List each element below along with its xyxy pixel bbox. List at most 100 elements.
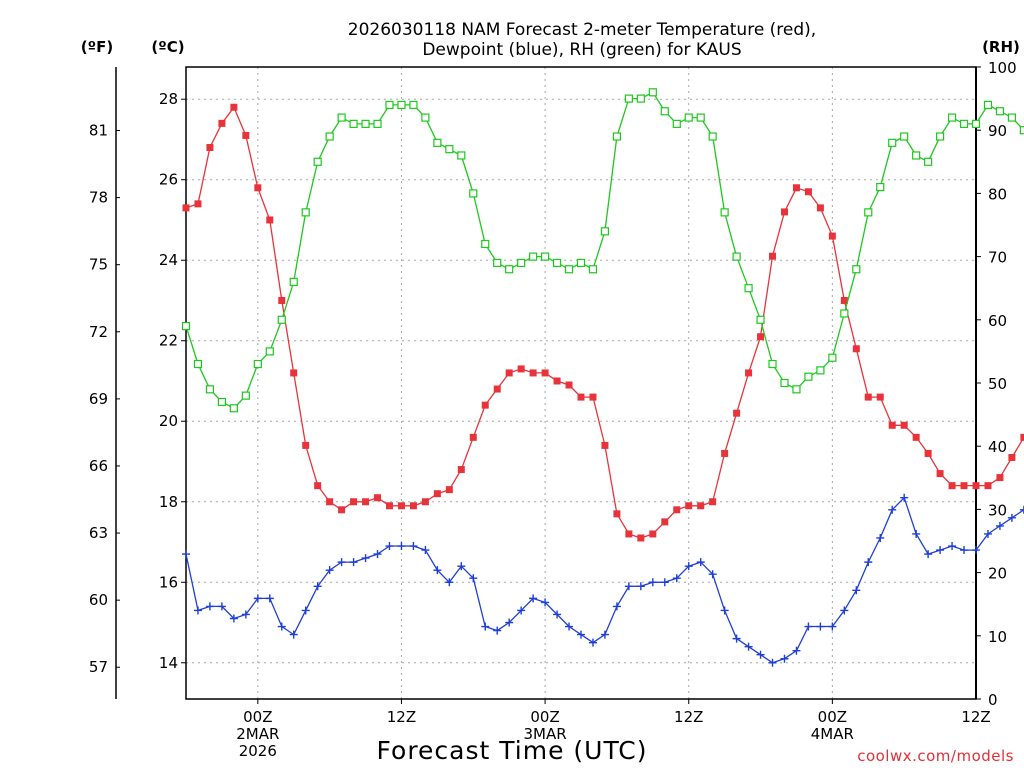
dewpoint-point: [205, 602, 214, 611]
temperature-point: [553, 377, 561, 385]
temperature-point: [314, 482, 322, 490]
x-tick-label: 2MAR: [236, 725, 279, 743]
temperature-point: [900, 421, 908, 429]
dewpoint-point: [445, 578, 454, 587]
rh-point: [564, 265, 574, 274]
rh-point: [744, 284, 753, 293]
temperature-point: [469, 433, 477, 441]
celsius-tick-label: 20: [159, 412, 178, 430]
rh-point: [636, 94, 645, 103]
temperature-point: [840, 296, 848, 304]
rh-point: [732, 252, 741, 261]
fahrenheit-tick-label: 69: [89, 390, 108, 408]
rh-point: [876, 182, 885, 192]
rh-point: [361, 119, 370, 128]
rh-point: [301, 208, 310, 217]
temperature-point: [948, 482, 956, 490]
dewpoint-point: [840, 606, 849, 615]
temperature-point: [1020, 433, 1024, 441]
rh-tick-label: 10: [988, 628, 1007, 646]
series-temperature: [182, 103, 1024, 542]
temperature-point: [374, 494, 382, 502]
dewpoint-point: [433, 566, 442, 575]
rh-point: [768, 359, 777, 369]
dewpoint-point: [565, 622, 574, 631]
dewpoint-point: [277, 622, 286, 631]
temperature-point: [302, 441, 310, 449]
site-credit: coolwx.com/models: [857, 747, 1014, 765]
fahrenheit-unit-label: (ºF): [81, 38, 113, 56]
temperature-point: [457, 466, 465, 474]
axis-ticks: 14 16 18 20 22 24 26 28 57 60 63 66 69 72 75 78 81 0 10 20 3…: [89, 59, 1017, 760]
dewpoint-point: [541, 598, 550, 607]
dewpoint-point: [864, 558, 873, 567]
rh-point: [540, 252, 550, 261]
dewpoint-point: [241, 610, 250, 619]
rh-point: [493, 258, 502, 268]
rh-point: [217, 397, 227, 407]
rh-point: [804, 372, 813, 381]
dewpoint-point: [912, 529, 921, 538]
dewpoint-point: [684, 562, 693, 571]
rh-point: [947, 113, 957, 122]
temperature-point: [876, 393, 884, 401]
grid-lines: [186, 67, 977, 699]
temperature-point: [721, 449, 729, 457]
rh-point: [852, 265, 861, 274]
fahrenheit-tick-label: 78: [89, 189, 108, 207]
temperature-point: [1008, 453, 1016, 461]
rh-point: [1019, 126, 1024, 135]
temperature-point: [589, 393, 597, 401]
temperature-point: [804, 188, 812, 196]
rh-point: [576, 258, 586, 268]
temperature-point: [673, 506, 681, 514]
temperature-point: [745, 369, 753, 377]
plot-frame: [185, 66, 977, 700]
rh-tick-label: 90: [988, 122, 1007, 140]
x-axis-label: Forecast Time (UTC): [377, 736, 648, 765]
dewpoint-point: [301, 606, 310, 615]
dewpoint-point: [1007, 513, 1016, 522]
rh-point: [253, 359, 262, 369]
rh-unit-label: (RH): [982, 38, 1020, 56]
rh-point: [840, 309, 849, 318]
rh-point: [1007, 113, 1017, 122]
temperature-point: [278, 296, 286, 304]
dewpoint-point: [493, 626, 502, 635]
rh-point: [469, 189, 478, 198]
dewpoint-point: [852, 586, 861, 595]
temperature-point: [769, 252, 777, 260]
celsius-tick-label: 26: [159, 171, 178, 189]
rh-point: [816, 366, 825, 375]
celsius-tick-label: 16: [159, 573, 178, 591]
chart-title-line2: Dewpoint (blue), RH (green) for KAUS: [422, 40, 741, 60]
temperature-point: [601, 441, 609, 449]
rh-point: [672, 119, 681, 128]
dewpoint-point: [397, 542, 406, 551]
rh-tick-label: 80: [988, 185, 1007, 203]
x-tick-label: 4MAR: [811, 725, 854, 743]
dewpoint-point: [660, 578, 669, 587]
celsius-unit-label: (ºC): [151, 38, 184, 56]
rh-tick-label: 40: [988, 438, 1007, 456]
temperature-point: [757, 333, 765, 341]
x-tick-label: 2026: [239, 742, 277, 760]
temperature-point: [421, 498, 429, 506]
fahrenheit-tick-label: 66: [89, 457, 108, 475]
rh-point: [888, 138, 897, 147]
temperature-point: [864, 393, 872, 401]
dewpoint-point: [217, 602, 226, 611]
rh-point: [995, 107, 1005, 116]
rh-point: [983, 100, 993, 110]
temperature-point: [685, 502, 693, 510]
rh-point: [780, 378, 789, 388]
dewpoint-point: [995, 521, 1004, 530]
temperature-point: [350, 498, 358, 506]
dewpoint-point: [636, 582, 645, 591]
temperature-point: [697, 502, 705, 510]
dewpoint-point: [337, 558, 346, 567]
rh-point: [409, 100, 418, 110]
rh-point: [708, 132, 717, 141]
celsius-tick-label: 18: [159, 493, 178, 511]
rh-point: [612, 132, 622, 141]
